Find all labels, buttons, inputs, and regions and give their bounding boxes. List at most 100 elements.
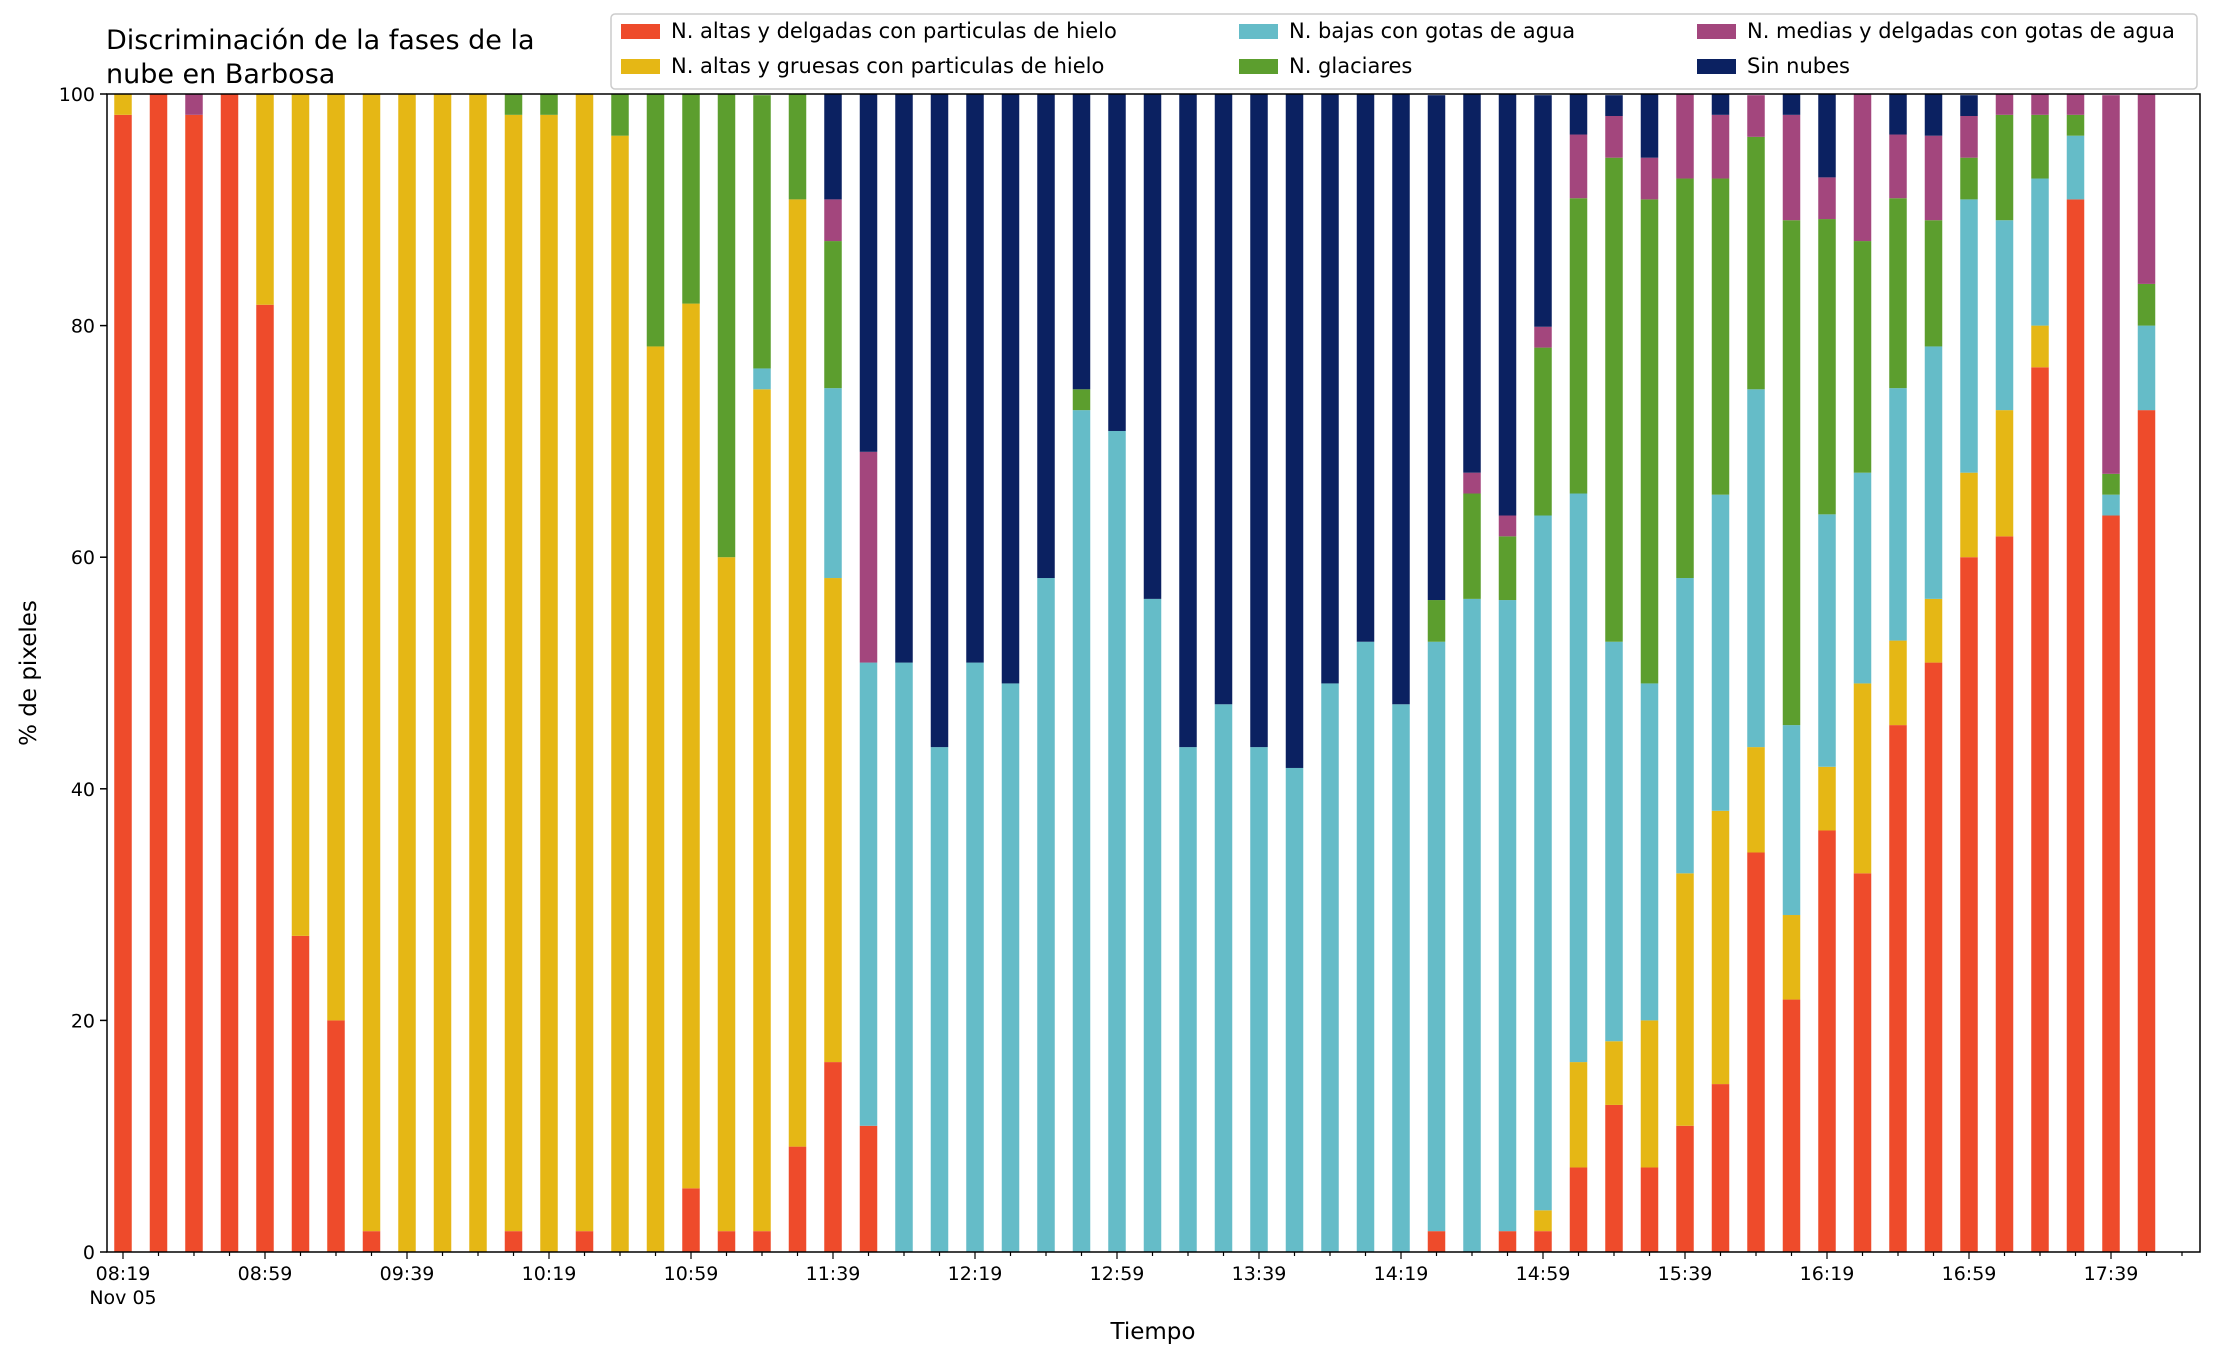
bar-segment bbox=[646, 94, 665, 347]
bar-segment bbox=[1640, 1020, 1659, 1168]
bar-segment bbox=[1924, 220, 1943, 347]
bar-segment bbox=[1356, 641, 1375, 1252]
bar-segment bbox=[1285, 94, 1304, 768]
bar-segment bbox=[2066, 114, 2085, 136]
bar-segment bbox=[1321, 94, 1339, 684]
bar-segment bbox=[824, 241, 842, 389]
bar-segment bbox=[1889, 134, 1907, 199]
bar-segment bbox=[1534, 515, 1552, 1211]
bar-segment bbox=[504, 1231, 523, 1252]
bar-segment bbox=[1569, 1167, 1588, 1252]
bar-segment bbox=[895, 94, 913, 663]
x-tick-date: Nov 05 bbox=[89, 1287, 156, 1309]
y-axis: 0 20 40 60 80 100 bbox=[59, 84, 107, 1264]
bar-segment bbox=[824, 94, 842, 200]
bar-segment bbox=[1853, 873, 1872, 1252]
legend-swatch bbox=[1239, 59, 1278, 74]
bar-segment bbox=[788, 94, 807, 200]
bar-segment bbox=[1960, 199, 1978, 473]
bar-segment bbox=[2102, 95, 2120, 474]
bar-segment bbox=[2066, 199, 2085, 1252]
bar-segment bbox=[149, 94, 168, 1252]
bar-segment bbox=[2031, 94, 2049, 115]
bar-segment bbox=[1498, 94, 1517, 516]
bar-segment bbox=[1782, 114, 1801, 221]
bar-segment bbox=[1924, 94, 1943, 136]
bar-segment bbox=[1889, 640, 1907, 726]
x-tick-label: 08:59 bbox=[238, 1263, 293, 1285]
x-tick-label: 14:59 bbox=[1516, 1263, 1571, 1285]
bar-segment bbox=[1711, 178, 1730, 495]
bar-segment bbox=[114, 114, 132, 1253]
bars-layer bbox=[114, 94, 2156, 1253]
bar-segment bbox=[611, 135, 629, 1253]
bar-segment bbox=[1640, 1167, 1659, 1252]
bar-segment bbox=[1605, 95, 1623, 116]
bar-segment bbox=[469, 94, 487, 1252]
bar-segment bbox=[1569, 1062, 1588, 1168]
bar-segment bbox=[1960, 116, 1978, 158]
bar-segment bbox=[1605, 641, 1623, 1042]
bar-segment bbox=[859, 94, 878, 452]
bar-segment bbox=[1889, 198, 1907, 389]
bar-segment bbox=[327, 1020, 345, 1252]
bar-segment bbox=[1853, 241, 1872, 473]
bar-segment bbox=[753, 95, 771, 369]
bar-segment bbox=[611, 94, 629, 136]
legend-label: N. bajas con gotas de agua bbox=[1289, 19, 1575, 43]
bar-segment bbox=[1463, 493, 1481, 599]
bar-segment bbox=[1605, 116, 1623, 158]
bar-segment bbox=[1747, 95, 1765, 137]
bar-segment bbox=[220, 94, 239, 1252]
bar-segment bbox=[1818, 514, 1836, 767]
bar-segment bbox=[1960, 472, 1978, 558]
x-tick-label: 17:39 bbox=[2084, 1263, 2139, 1285]
x-tick-label: 10:19 bbox=[522, 1263, 577, 1285]
bar-segment bbox=[859, 662, 878, 1126]
bar-segment bbox=[2102, 515, 2120, 1252]
bar-segment bbox=[1463, 94, 1481, 473]
bar-segment bbox=[1995, 410, 2014, 537]
bar-segment bbox=[1605, 1041, 1623, 1105]
bar-segment bbox=[1747, 389, 1765, 748]
x-tick-label: 13:39 bbox=[1232, 1263, 1287, 1285]
bar-segment bbox=[930, 94, 949, 748]
bar-segment bbox=[1889, 725, 1907, 1252]
bar-segment bbox=[1640, 199, 1659, 684]
bar-segment bbox=[1072, 94, 1091, 390]
bar-segment bbox=[1179, 747, 1197, 1252]
bar-segment bbox=[1605, 157, 1623, 642]
bar-segment bbox=[1214, 704, 1233, 1252]
bar-segment bbox=[1427, 95, 1446, 601]
bar-segment bbox=[1392, 94, 1410, 705]
bar-segment bbox=[1853, 94, 1872, 242]
bar-segment bbox=[362, 1231, 381, 1252]
bar-segment bbox=[717, 557, 736, 1232]
bar-segment bbox=[1924, 346, 1943, 599]
legend-swatch bbox=[621, 59, 660, 74]
bar-segment bbox=[2102, 494, 2120, 516]
bar-segment bbox=[1818, 830, 1836, 1252]
bar-segment bbox=[1498, 536, 1517, 601]
bar-segment bbox=[1569, 134, 1588, 199]
bar-segment bbox=[1889, 388, 1907, 641]
y-tick-label: 20 bbox=[71, 1010, 95, 1032]
bar-segment bbox=[753, 389, 771, 1232]
bar-segment bbox=[1001, 683, 1020, 1252]
bar-segment bbox=[859, 1125, 878, 1252]
bar-segment bbox=[256, 304, 274, 1252]
legend-swatch bbox=[1697, 24, 1736, 39]
x-axis-label: Tiempo bbox=[1110, 1319, 1196, 1345]
bar-segment bbox=[362, 94, 381, 1232]
legend-swatch bbox=[1697, 59, 1736, 74]
bar-segment bbox=[1569, 493, 1588, 1063]
bar-segment bbox=[1108, 430, 1126, 1253]
bar-segment bbox=[433, 94, 452, 1252]
x-axis: 08:19 08:59 09:39 10:19 10:59 11:39 12:19 12:59… bbox=[89, 1252, 2183, 1309]
legend-label: Sin nubes bbox=[1747, 54, 1850, 78]
bar-segment bbox=[930, 747, 949, 1252]
legend-label: N. medias y delgadas con gotas de agua bbox=[1747, 19, 2175, 43]
legend-label: N. glaciares bbox=[1289, 54, 1412, 78]
bar-segment bbox=[1143, 94, 1162, 599]
bar-segment bbox=[1782, 220, 1801, 726]
